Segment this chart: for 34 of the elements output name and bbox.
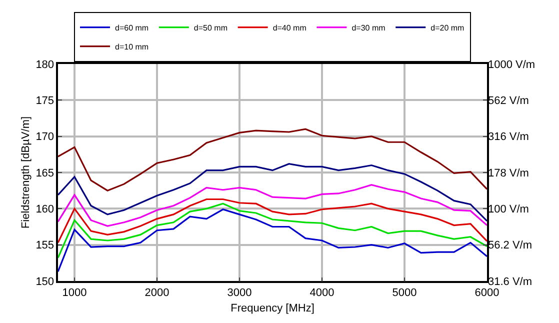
- legend-label: d=60 mm: [115, 23, 149, 32]
- x-tick-label: 6000: [474, 286, 500, 299]
- line-series: [58, 208, 487, 272]
- y-axis-title: Fieldstrength [dBµV/m]: [20, 116, 32, 229]
- y2-tick-label: 100 V/m: [488, 203, 529, 216]
- y-tick-label: 150: [36, 276, 54, 288]
- x-tick-label: 2000: [144, 286, 170, 299]
- x-tick-label: 3000: [227, 286, 252, 299]
- legend-label: d=10 mm: [115, 42, 149, 52]
- y2-tick-label: 562 V/m: [488, 95, 529, 108]
- line-series: [58, 198, 487, 244]
- x-axis-title: Frequency [MHz]: [230, 302, 314, 315]
- legend-label: d=50 mm: [194, 23, 228, 32]
- legend-label: d=40 mm: [272, 23, 307, 32]
- line-series: [58, 128, 487, 192]
- y-tick-label: 155: [36, 240, 54, 252]
- y-tick-label: 180: [36, 58, 54, 71]
- y-tick-label: 170: [36, 131, 54, 144]
- x-tick-label: 5000: [392, 286, 417, 299]
- y2-tick-label: 56.2 V/m: [488, 240, 532, 252]
- y2-tick-label: 316 V/m: [488, 131, 529, 144]
- line-series: [58, 163, 487, 222]
- line-series: [58, 184, 487, 227]
- line-series: [58, 202, 487, 259]
- y-tick-label: 175: [36, 95, 54, 108]
- legend-label: d=30 mm: [352, 23, 386, 32]
- y-tick-label: 165: [36, 167, 54, 180]
- x-tick-label: 1000: [62, 286, 87, 299]
- x-tick-label: 4000: [310, 286, 334, 299]
- y-tick-label: 160: [36, 204, 54, 216]
- legend-label: d=20 mm: [430, 23, 465, 32]
- y2-tick-label: 178 V/m: [488, 167, 529, 180]
- y2-tick-label: 1000 V/m: [488, 58, 536, 71]
- y2-tick-label: 31.6 V/m: [488, 276, 532, 288]
